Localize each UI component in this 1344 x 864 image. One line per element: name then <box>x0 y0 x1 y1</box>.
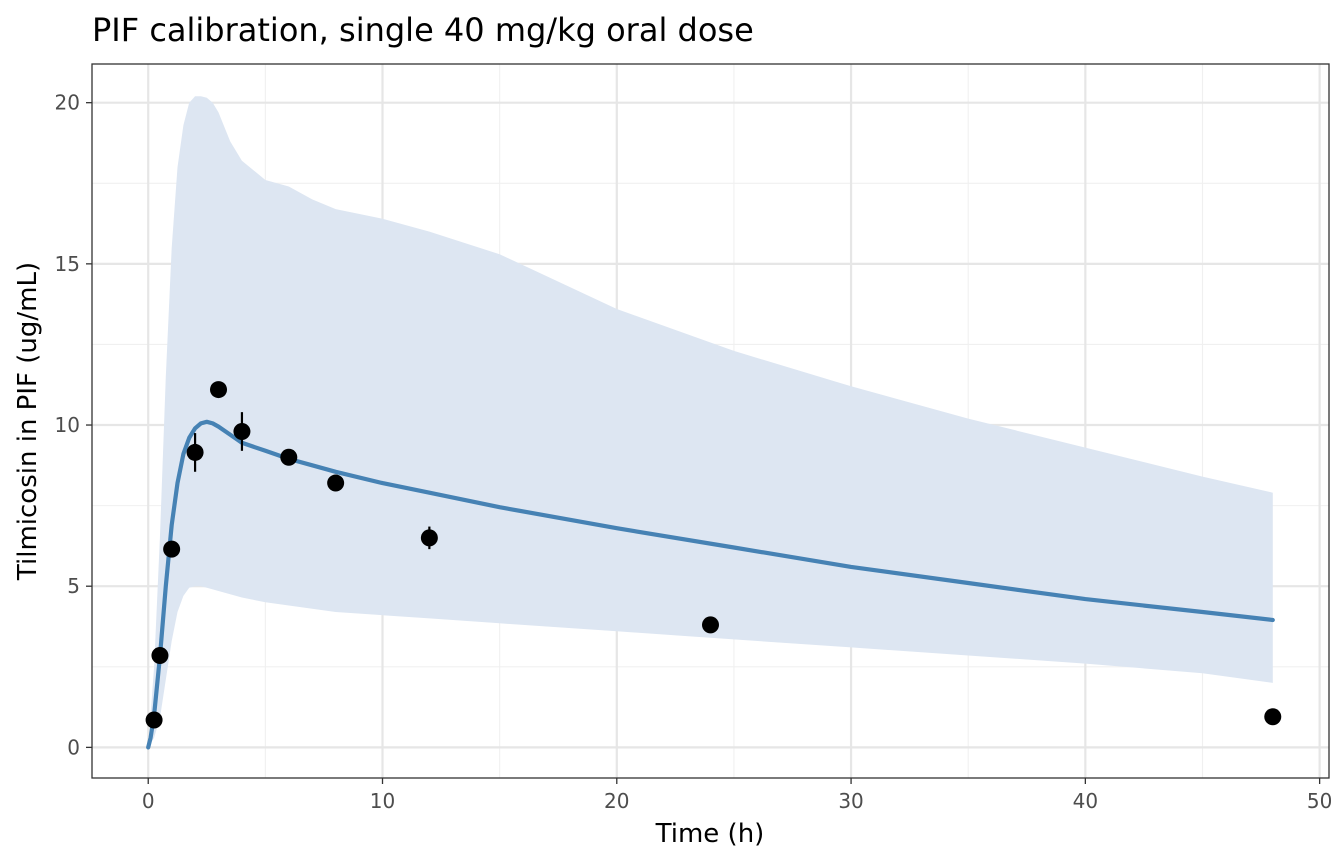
x-axis: 0 10 20 30 40 50 <box>142 778 1332 813</box>
x-tick-label: 0 <box>142 789 155 813</box>
data-point <box>151 647 169 665</box>
y-tick-label: 20 <box>55 91 80 115</box>
x-tick-label: 50 <box>1307 789 1332 813</box>
y-axis: 0 5 10 15 20 <box>55 91 92 759</box>
x-tick-label: 20 <box>604 789 629 813</box>
observed-points <box>145 381 1282 729</box>
data-point <box>186 443 204 461</box>
data-point <box>420 529 438 547</box>
data-point <box>145 711 163 729</box>
x-tick-label: 40 <box>1073 789 1098 813</box>
data-point <box>1264 708 1282 726</box>
x-tick-label: 30 <box>838 789 863 813</box>
panel-border <box>91 63 1330 779</box>
y-tick-label: 10 <box>55 413 80 437</box>
data-point <box>210 381 228 399</box>
y-axis-title: Tilmicosin in PIF (ug/mL) <box>13 262 43 581</box>
data-point <box>327 474 345 492</box>
data-point <box>280 448 298 466</box>
data-point <box>233 422 251 440</box>
model-line <box>146 419 1275 750</box>
data-point <box>702 616 719 634</box>
plot-panel <box>91 63 1330 779</box>
x-tick-label: 10 <box>370 789 395 813</box>
y-tick-label: 5 <box>67 574 80 598</box>
model-line-path <box>146 419 1275 750</box>
chart-title: PIF calibration, single 40 mg/kg oral do… <box>92 11 754 49</box>
data-point <box>163 540 181 558</box>
y-tick-label: 15 <box>55 252 80 276</box>
y-tick-label: 0 <box>67 735 80 759</box>
x-axis-title: Time (h) <box>655 819 765 849</box>
